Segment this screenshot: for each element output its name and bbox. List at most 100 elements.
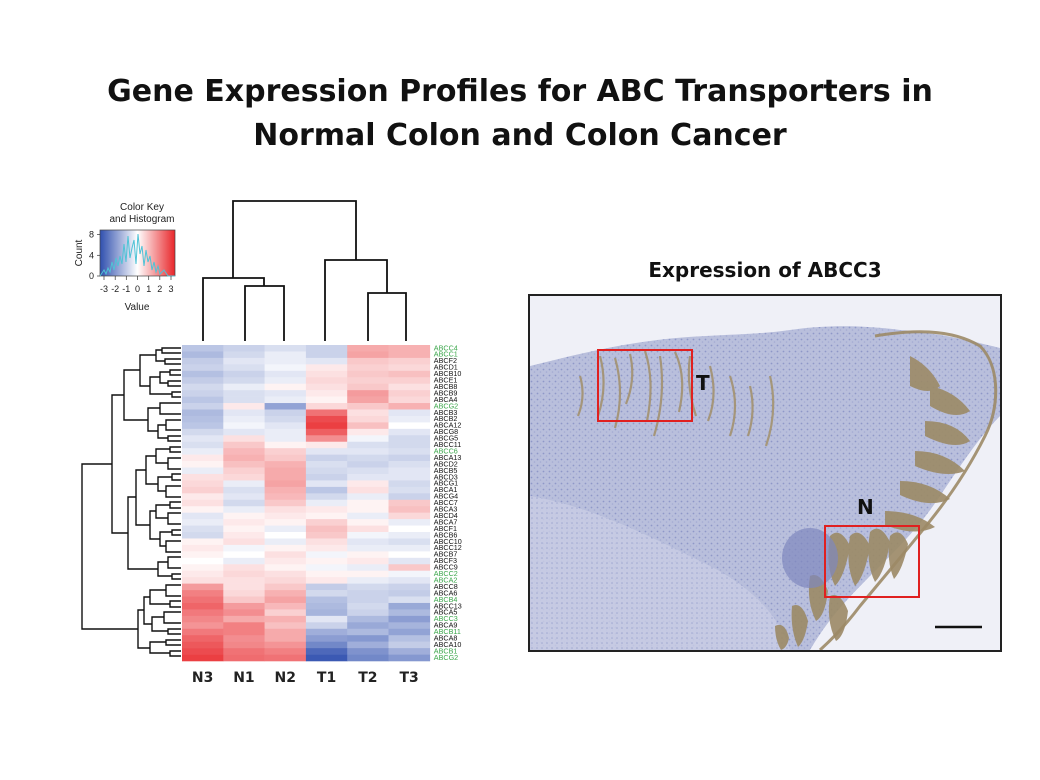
- heatmap-cell: [182, 609, 224, 617]
- heatmap-cell: [388, 448, 431, 455]
- heatmap-cell: [264, 590, 307, 597]
- heatmap-cell: [388, 351, 431, 359]
- row-label: ABCD4: [434, 511, 458, 520]
- figure-title-line2: Normal Colon and Colon Cancer: [253, 118, 787, 153]
- heatmap-cell: [347, 654, 389, 662]
- heatmap-cell: [305, 583, 348, 591]
- micrograph-image: T N: [528, 294, 1002, 652]
- heatmap-cell: [264, 622, 307, 630]
- heatmap-cell: [388, 538, 431, 546]
- heatmap-cell: [264, 461, 307, 468]
- heatmap-cell: [264, 370, 307, 378]
- heatmap-cell: [264, 648, 307, 655]
- heatmap-cell: [182, 409, 224, 417]
- heatmap-cell: [347, 512, 389, 520]
- color-key-title-line1: Color Key: [120, 202, 164, 213]
- row-label: ABCB1: [434, 646, 458, 655]
- heatmap-cell: [305, 493, 348, 501]
- heatmap-cell: [264, 538, 307, 546]
- heatmap-cell: [347, 370, 389, 378]
- color-key-xtick-label: 1: [146, 284, 151, 294]
- heatmap-cell: [182, 467, 224, 475]
- heatmap-cell: [388, 525, 431, 533]
- heatmap-cell: [388, 577, 431, 584]
- row-dendrogram: [81, 347, 181, 657]
- heatmap-cell: [347, 428, 389, 436]
- row-label: ABCA5: [434, 608, 458, 617]
- heatmap-cell: [264, 532, 307, 539]
- color-key-ytick-label: 0: [89, 271, 94, 281]
- heatmap-cell: [305, 570, 348, 578]
- color-key-ytick-label: 8: [89, 230, 94, 240]
- heatmap-cell: [388, 570, 431, 578]
- heatmap-cell: [305, 364, 348, 372]
- image-panel-title: Expression of ABCC3: [648, 258, 882, 282]
- heatmap-figure: Color Key and Histogram Count 0 4 8 -3 -2 -1…: [74, 200, 462, 686]
- heatmap-cell: [305, 615, 348, 623]
- row-label: ABCE1: [434, 376, 458, 385]
- heatmap-cell: [347, 615, 389, 623]
- heatmap-cell: [264, 415, 307, 423]
- heatmap-cell: [264, 390, 307, 397]
- heatmap-cell: [264, 506, 307, 513]
- heatmap-cell: [305, 641, 348, 649]
- heatmap-cell: [182, 648, 224, 655]
- heatmap-cell: [388, 602, 431, 610]
- heatmap-cell: [264, 596, 307, 604]
- heatmap-cell: [347, 570, 389, 578]
- heatmap-cell: [388, 564, 431, 572]
- heatmap-cell: [388, 454, 431, 462]
- heatmap-cell: [182, 422, 224, 430]
- heatmap-cell: [305, 473, 348, 481]
- heatmap-cell: [182, 577, 224, 584]
- heatmap-cell: [264, 525, 307, 533]
- heatmap-cell: [223, 493, 265, 501]
- row-label: ABCG5: [434, 434, 458, 443]
- heatmap-cell: [223, 590, 265, 597]
- heatmap-cell: [182, 641, 224, 649]
- row-label: ABCA9: [434, 621, 458, 630]
- heatmap-cell: [305, 345, 348, 352]
- heatmap-column-labels: N3 N1 N2 T1 T2 T3: [192, 670, 419, 686]
- row-label: ABCC10: [434, 537, 462, 546]
- heatmap-cell: [305, 415, 348, 423]
- heatmap-cell: [388, 628, 431, 636]
- row-label: ABCA10: [434, 640, 462, 649]
- column-label: T1: [317, 670, 336, 686]
- heatmap-cell: [223, 428, 265, 436]
- color-key-histogram: [99, 233, 175, 277]
- heatmap-cell: [182, 441, 224, 449]
- heatmap-cell: [347, 532, 389, 539]
- heatmap-cell: [223, 512, 265, 520]
- color-key: Color Key and Histogram Count 0 4 8 -3 -2 -1…: [74, 202, 176, 313]
- heatmap-cell: [305, 622, 348, 630]
- heatmap-cell: [223, 648, 265, 655]
- heatmap-cell: [347, 383, 389, 391]
- heatmap-cell: [264, 473, 307, 481]
- heatmap-cell: [223, 448, 265, 455]
- heatmap-cell: [388, 551, 431, 559]
- color-key-yticks: 0 4 8: [89, 230, 100, 281]
- normal-region-box: [824, 525, 920, 598]
- heatmap-cell: [264, 441, 307, 449]
- heatmap-cell: [264, 345, 307, 352]
- heatmap-cell: [388, 557, 431, 565]
- color-key-xtick-label: -2: [111, 284, 119, 294]
- heatmap-cell: [347, 486, 389, 494]
- heatmap-cell: [223, 377, 265, 384]
- heatmap-cell: [347, 345, 389, 352]
- row-label: ABCB2: [434, 414, 458, 423]
- heatmap-cell: [388, 428, 431, 436]
- heatmap-cell: [305, 370, 348, 378]
- heatmap-cell: [388, 486, 431, 494]
- heatmap-cell: [347, 441, 389, 449]
- color-key-xtick-label: -3: [100, 284, 108, 294]
- row-label: ABCB10: [434, 369, 462, 378]
- heatmap-cell: [264, 351, 307, 359]
- heatmap-cell: [223, 383, 265, 391]
- heatmap-cell: [305, 609, 348, 617]
- heatmap-cell: [305, 428, 348, 436]
- heatmap-cell: [347, 609, 389, 617]
- heatmap-cell: [264, 570, 307, 578]
- heatmap-cell: [347, 461, 389, 468]
